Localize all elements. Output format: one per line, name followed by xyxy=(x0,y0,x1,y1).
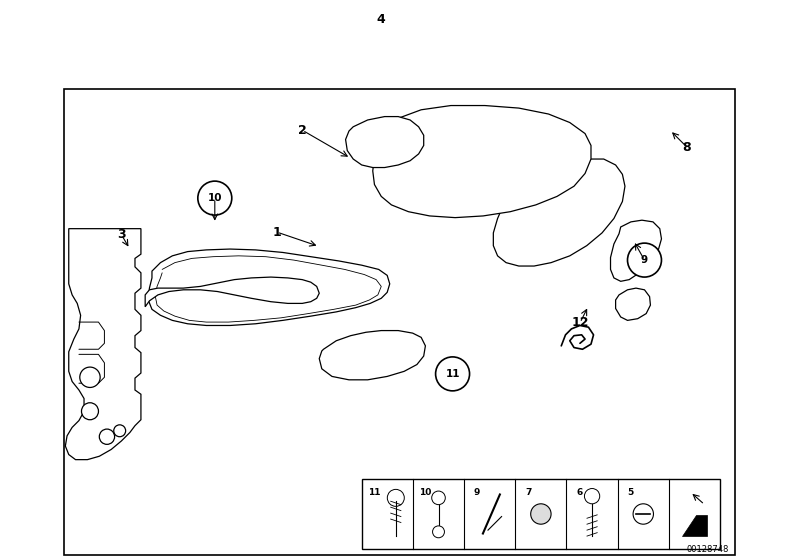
Text: 8: 8 xyxy=(682,141,691,154)
Text: 10: 10 xyxy=(208,193,222,203)
Circle shape xyxy=(491,0,526,14)
Text: 00128748: 00128748 xyxy=(686,545,729,554)
Circle shape xyxy=(80,367,100,387)
Circle shape xyxy=(431,491,445,505)
Text: 9: 9 xyxy=(474,487,480,496)
Text: 1: 1 xyxy=(272,226,281,239)
Circle shape xyxy=(388,489,404,506)
Circle shape xyxy=(529,0,563,14)
Circle shape xyxy=(633,504,654,524)
Polygon shape xyxy=(493,159,625,266)
Circle shape xyxy=(81,402,98,420)
Text: 11: 11 xyxy=(368,487,381,496)
Text: 6: 6 xyxy=(576,487,582,496)
Polygon shape xyxy=(346,117,423,168)
Circle shape xyxy=(435,357,470,391)
Polygon shape xyxy=(373,106,591,217)
Text: 2: 2 xyxy=(298,124,307,136)
Text: 5: 5 xyxy=(627,487,634,496)
Bar xyxy=(362,479,720,549)
Polygon shape xyxy=(149,249,390,325)
Polygon shape xyxy=(615,288,650,320)
Polygon shape xyxy=(66,229,141,459)
Circle shape xyxy=(99,429,114,444)
Circle shape xyxy=(531,504,551,524)
Text: 9: 9 xyxy=(641,255,648,265)
Circle shape xyxy=(432,526,444,538)
Text: 11: 11 xyxy=(445,369,459,379)
Text: 3: 3 xyxy=(117,228,125,241)
Circle shape xyxy=(627,243,662,277)
Text: 12: 12 xyxy=(571,316,589,329)
Text: 7: 7 xyxy=(525,487,531,496)
Text: 10: 10 xyxy=(419,487,432,496)
Circle shape xyxy=(198,181,232,215)
Circle shape xyxy=(584,489,600,504)
Polygon shape xyxy=(320,330,425,380)
Text: 5: 5 xyxy=(505,0,512,2)
Circle shape xyxy=(566,0,600,14)
Polygon shape xyxy=(610,220,662,281)
Polygon shape xyxy=(682,515,707,536)
Polygon shape xyxy=(145,277,320,307)
Text: 7: 7 xyxy=(579,0,587,2)
Text: 4: 4 xyxy=(377,13,386,26)
Circle shape xyxy=(113,425,125,437)
Text: 6: 6 xyxy=(543,0,550,2)
